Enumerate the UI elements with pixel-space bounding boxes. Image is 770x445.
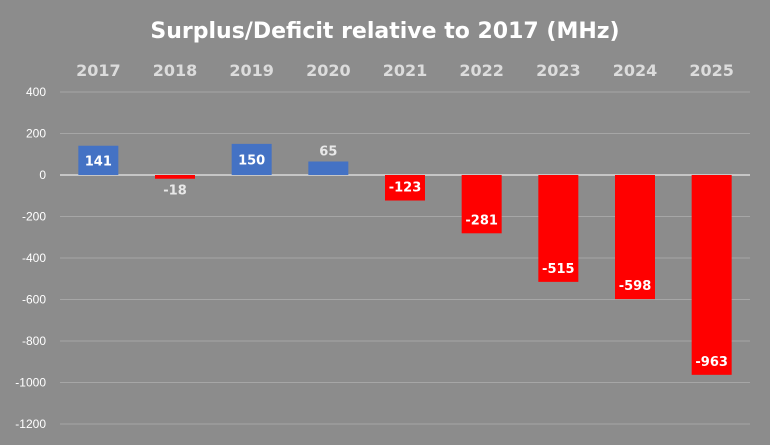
bar-2021 xyxy=(385,175,425,201)
data-label-2024: -598 xyxy=(619,279,652,294)
category-label-2025: 2025 xyxy=(689,61,734,80)
data-label-2025: -963 xyxy=(695,355,728,370)
bar-2023 xyxy=(538,175,579,282)
y-tick-label: -800 xyxy=(22,334,46,348)
chart-title: Surplus/Deficit relative to 2017 (MHz) xyxy=(150,19,619,44)
category-label-2022: 2022 xyxy=(459,61,504,80)
data-label-2023: -515 xyxy=(542,262,575,277)
data-labels: 141 -18 150 65 -123 -281 -515 -598 -963 xyxy=(85,145,728,370)
category-label-2024: 2024 xyxy=(613,61,658,80)
data-label-2018: -18 xyxy=(163,184,187,199)
bar-2019 xyxy=(231,143,272,175)
y-tick-label: -400 xyxy=(22,251,46,265)
data-label-2022: -281 xyxy=(465,213,498,228)
category-label-2020: 2020 xyxy=(306,61,351,80)
y-tick-label: -1200 xyxy=(15,417,46,431)
y-axis-ticks: 400 200 0 -200 -400 -600 -800 -1000 -1200 xyxy=(15,85,46,431)
y-tick-label: -600 xyxy=(22,293,46,307)
category-label-2021: 2021 xyxy=(383,61,428,80)
y-tick-label: 400 xyxy=(26,85,46,99)
y-tick-label: 200 xyxy=(26,127,46,141)
category-label-2017: 2017 xyxy=(76,61,121,80)
y-tick-label: 0 xyxy=(39,168,46,182)
data-label-2019: 150 xyxy=(238,153,265,168)
category-labels: 2017 2018 2019 2020 2021 2022 2023 2024 2025 xyxy=(76,61,734,80)
bar-2017 xyxy=(78,145,119,175)
data-label-2017: 141 xyxy=(85,154,112,169)
data-label-2020: 65 xyxy=(319,145,337,160)
bar-2020 xyxy=(308,161,349,175)
bar-2025 xyxy=(691,175,732,375)
bar-2018 xyxy=(155,175,195,179)
bar-2024 xyxy=(615,175,655,300)
category-label-2018: 2018 xyxy=(153,61,198,80)
bar-2022 xyxy=(461,175,502,234)
category-label-2023: 2023 xyxy=(536,61,581,80)
data-label-2021: -123 xyxy=(389,181,422,196)
bars xyxy=(78,143,732,375)
y-tick-label: -200 xyxy=(22,210,46,224)
category-label-2019: 2019 xyxy=(229,61,274,80)
y-tick-label: -1000 xyxy=(15,376,46,390)
